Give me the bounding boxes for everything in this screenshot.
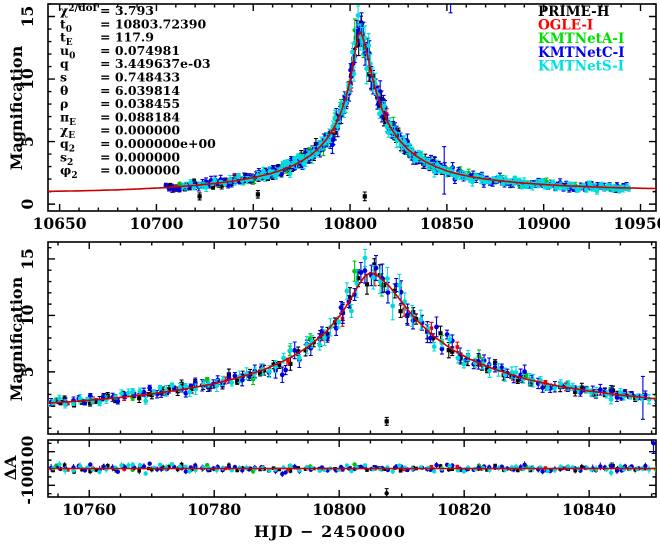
param-symbol: χ2/dof bbox=[60, 2, 99, 18]
x-tick-label: 10800 bbox=[323, 214, 377, 233]
param-symbol: q2 bbox=[60, 136, 75, 155]
param-value: = 0.000000 bbox=[100, 149, 180, 164]
y-tick-label: 10 bbox=[18, 68, 37, 90]
param-symbol: πE bbox=[60, 109, 76, 128]
panel-residual-data bbox=[48, 440, 656, 497]
y-axis-title-residual: ΔA bbox=[1, 455, 20, 481]
param-value: = 3.449637e-03 bbox=[100, 56, 211, 71]
y-axis-title-top: Magnification bbox=[7, 45, 26, 171]
y-tick-label: 100 bbox=[18, 435, 37, 468]
param-symbol: u0 bbox=[60, 43, 75, 62]
scatter-KMTNetS-I bbox=[48, 248, 656, 409]
y-tick-label: 0 bbox=[18, 199, 37, 210]
param-value: = 0.000000 bbox=[100, 163, 180, 178]
x-axis-title: HJD − 2450000 bbox=[253, 522, 407, 541]
param-value: = 0.748433 bbox=[100, 70, 180, 85]
param-value: = 0.038455 bbox=[100, 96, 180, 111]
param-symbol: χE bbox=[60, 123, 75, 142]
model-curve bbox=[48, 271, 656, 404]
param-symbol: q bbox=[60, 56, 69, 71]
x-tick-label: 10780 bbox=[187, 500, 241, 519]
x-tick-label: 10700 bbox=[129, 214, 183, 233]
param-value: = 117.9 bbox=[100, 30, 154, 45]
x-tick-label: 10800 bbox=[312, 500, 366, 519]
param-value: = 0.088184 bbox=[100, 109, 180, 124]
y-tick-label: 15 bbox=[18, 248, 37, 270]
param-value: = 10803.72390 bbox=[100, 16, 206, 31]
panel-middle-axes: 5 10 15 bbox=[18, 241, 657, 435]
param-symbol: φ2 bbox=[60, 163, 78, 182]
x-tick-label: 10760 bbox=[62, 500, 116, 519]
fit-parameters: χ2/dof = 3.793 t0 = 10803.72390 tE = 117.9 u0 =… bbox=[60, 2, 216, 181]
y-tick-label: -100 bbox=[18, 466, 37, 505]
legend-entry: KMTNetC-I bbox=[538, 45, 625, 61]
y-tick-label: 5 bbox=[18, 136, 37, 147]
legend-entry: KMTNetS-I bbox=[538, 58, 624, 74]
x-tick-label: 10900 bbox=[517, 214, 571, 233]
legend-entry: PRIME-H bbox=[538, 4, 610, 20]
scatter-PRIME-H bbox=[168, 15, 447, 202]
model-curve bbox=[48, 30, 656, 193]
param-symbol: t0 bbox=[60, 16, 72, 35]
panel-middle-data bbox=[48, 248, 656, 426]
y-tick-label: 15 bbox=[18, 6, 37, 28]
y-tick-label: 10 bbox=[18, 304, 37, 326]
param-symbol: s2 bbox=[60, 149, 73, 168]
legend-entry: OGLE-I bbox=[538, 18, 593, 34]
panel-top-data bbox=[48, 4, 656, 202]
param-symbol: s bbox=[60, 70, 67, 85]
param-symbol: ρ bbox=[60, 96, 68, 111]
param-symbol: θ bbox=[60, 83, 68, 98]
scatter-PRIME-H bbox=[51, 258, 647, 426]
param-value: = 0.000000 bbox=[100, 123, 180, 138]
y-axis-title-middle: Magnification bbox=[7, 276, 26, 402]
y-tick-label: 5 bbox=[18, 366, 37, 377]
x-tick-label: 10750 bbox=[226, 214, 280, 233]
param-value: = 6.039814 bbox=[100, 83, 180, 98]
scatter-KMTNetC-I bbox=[48, 255, 656, 420]
param-value: = 0.000000e+00 bbox=[100, 136, 216, 151]
param-symbol: tE bbox=[60, 30, 73, 49]
param-value: = 0.074981 bbox=[100, 43, 180, 58]
param-value: = 3.793 bbox=[100, 3, 154, 18]
x-tick-label: 10650 bbox=[33, 214, 87, 233]
x-tick-label: 10850 bbox=[420, 214, 474, 233]
x-tick-label: 10840 bbox=[562, 500, 616, 519]
scatter-OGLE-I bbox=[173, 24, 443, 192]
x-tick-label: 10820 bbox=[437, 500, 491, 519]
legend-entry: KMTNetA-I bbox=[538, 31, 624, 47]
